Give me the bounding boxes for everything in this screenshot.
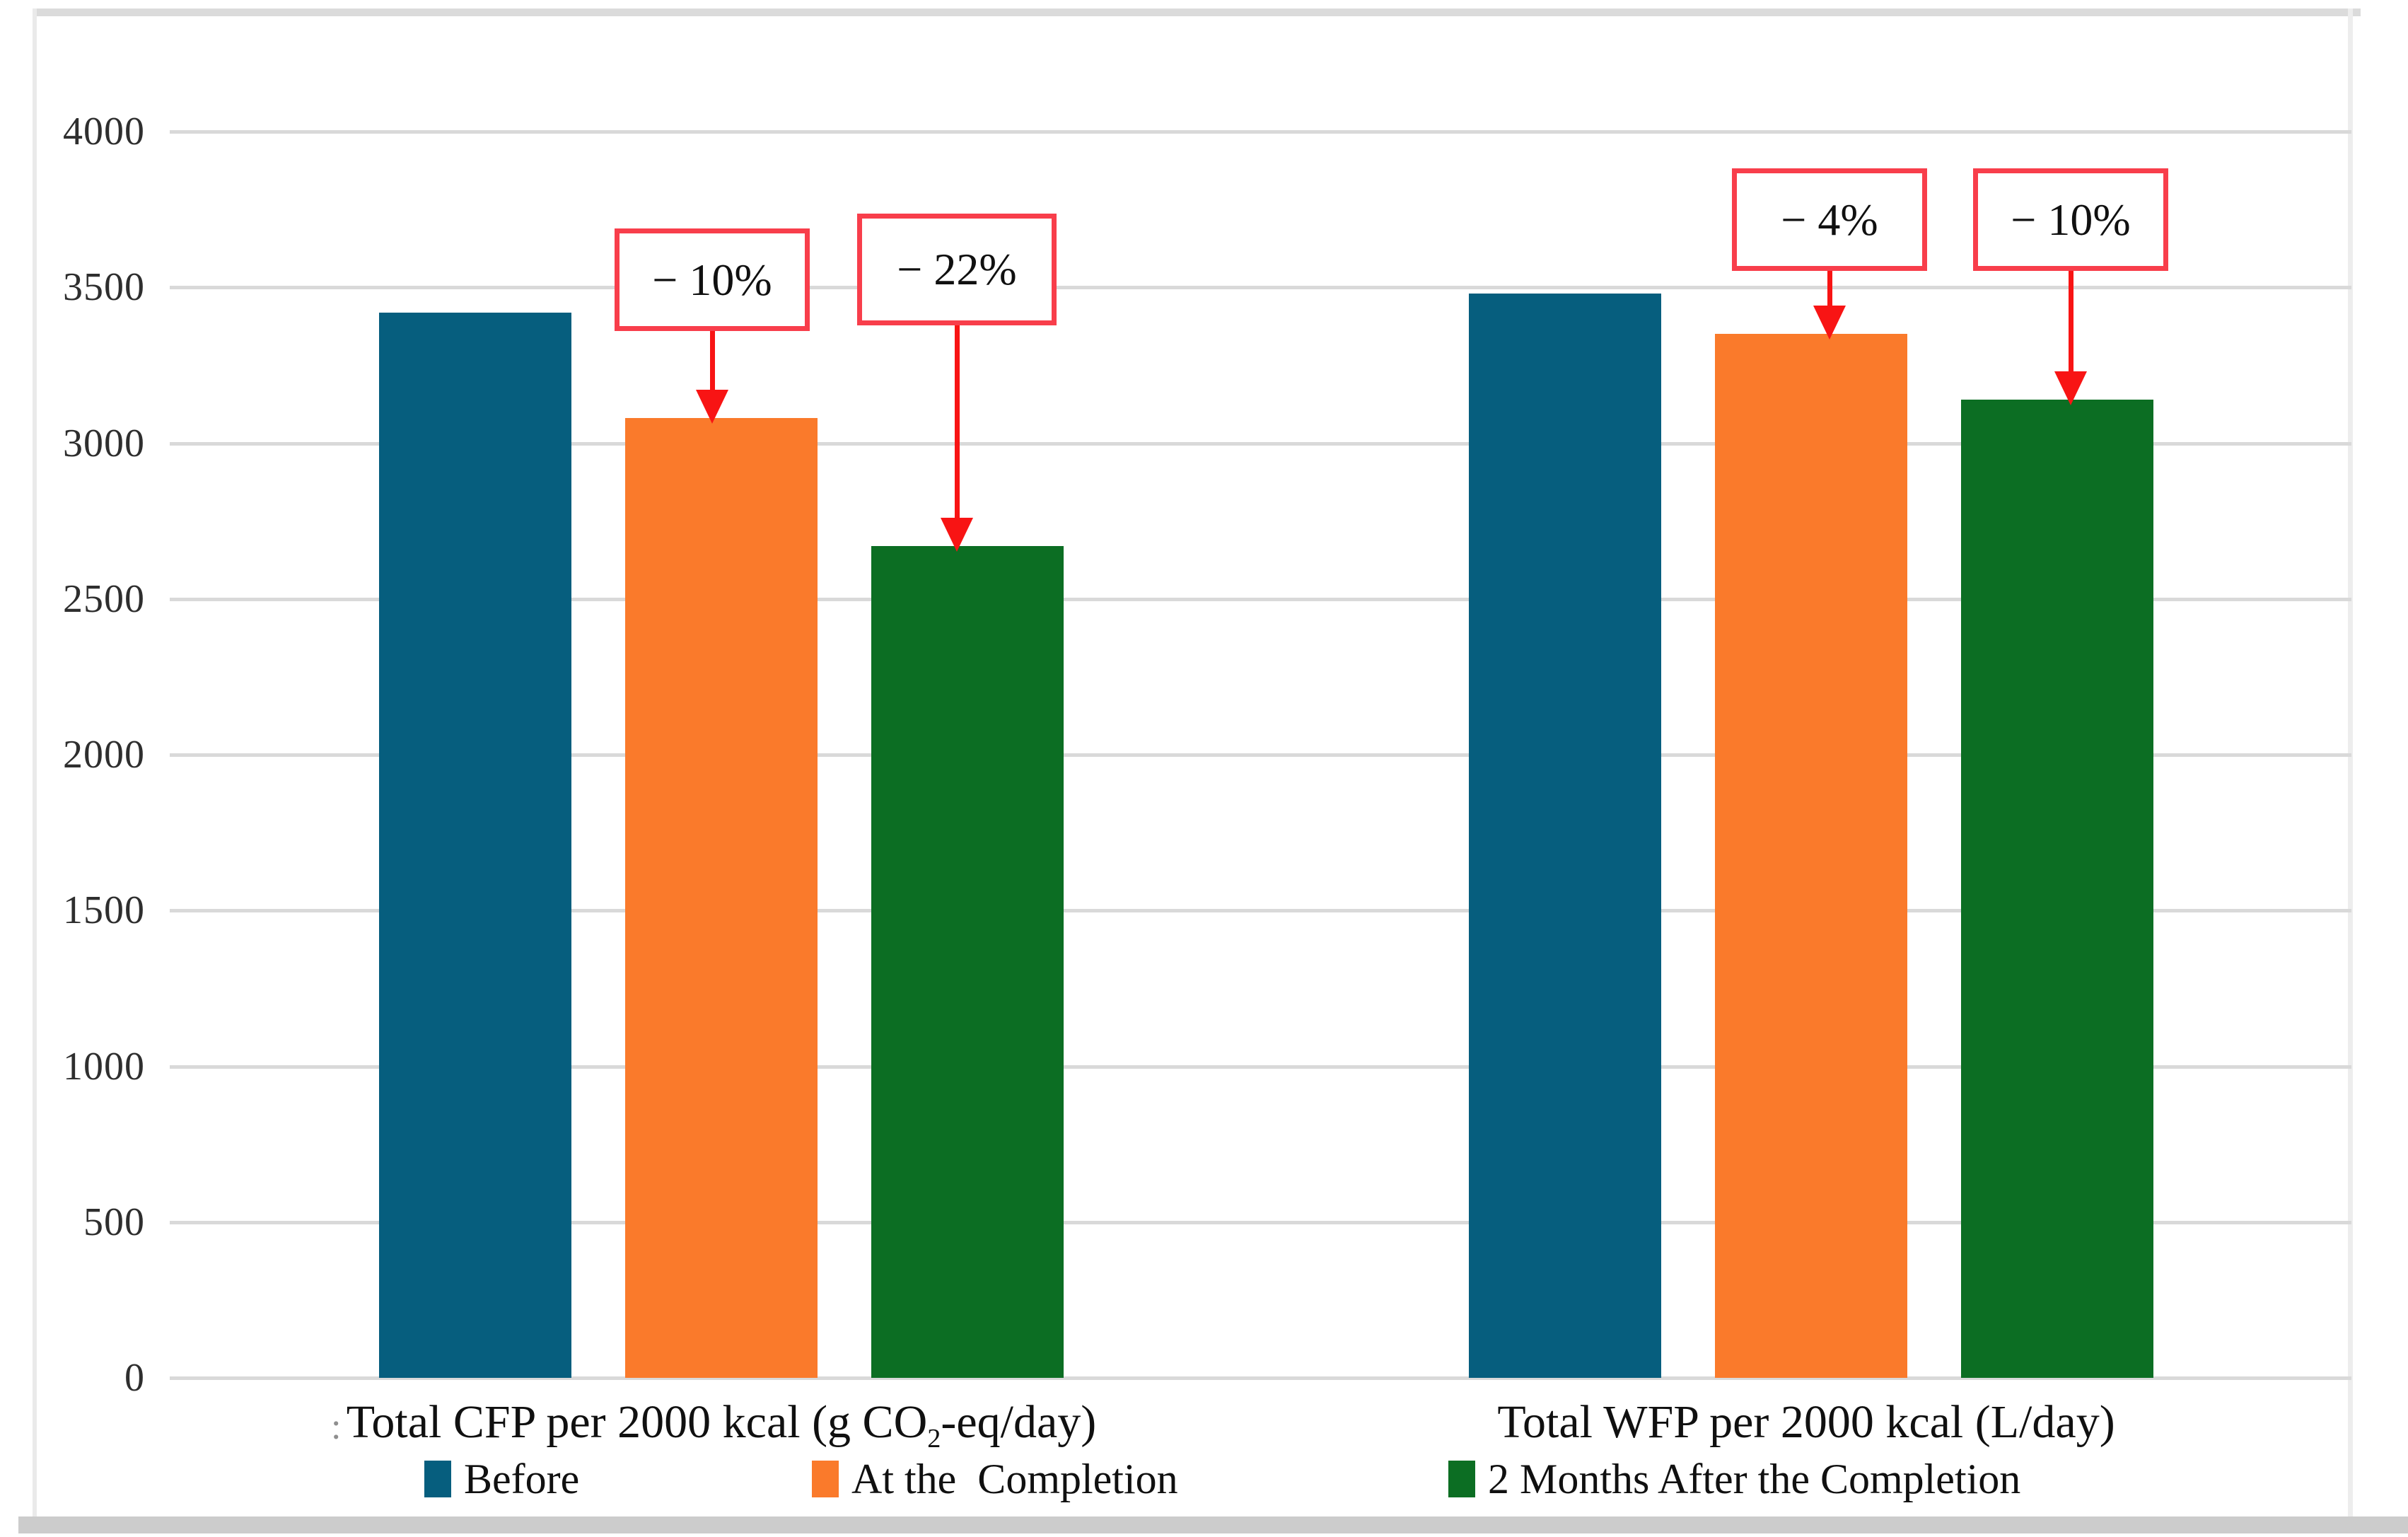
annotation-arrow-head <box>1813 306 1846 340</box>
plot-area <box>170 130 2351 1380</box>
chart-border-top <box>35 8 2361 16</box>
gridline-y-4000 <box>170 130 2351 134</box>
annotation-arrow-head <box>696 390 728 424</box>
bar-2-months-after-the-completion-cat0 <box>871 545 1064 1378</box>
chart-border-bottom <box>18 1516 2408 1533</box>
bar-at-the-completion-cat0 <box>625 418 818 1378</box>
x-axis-label-wfp-text: Total WFP per 2000 kcal (L/day) <box>1497 1396 2115 1448</box>
bar-before-cat1 <box>1469 294 1661 1378</box>
x-axis-label-cfp-unit: -eq/day) <box>941 1396 1097 1448</box>
legend-label-before: Before <box>464 1455 580 1502</box>
y-tick-label-500: 500 <box>83 1200 145 1244</box>
chart-border-right <box>2348 8 2353 1519</box>
annotation-box-−10%: − 10% <box>1973 168 2168 271</box>
gridline-y-3000 <box>170 441 2351 446</box>
annotation-arrow-line <box>710 331 715 396</box>
legend-swatch-2-months-after <box>1448 1461 1475 1497</box>
annotation-box-−22%: − 22% <box>857 214 1057 325</box>
bar-at-the-completion-cat1 <box>1715 334 1907 1378</box>
annotation-arrow-head <box>941 517 973 552</box>
gridline-y-1500 <box>170 909 2351 913</box>
annotation-arrow-line <box>955 325 960 523</box>
y-tick-label-4000: 4000 <box>63 110 145 153</box>
bar-2-months-after-the-completion-cat1 <box>1961 399 2153 1378</box>
annotation-arrow-line <box>2069 271 2073 377</box>
y-tick-label-2500: 2500 <box>63 576 145 621</box>
x-axis-label-cfp: Total CFP per 2000 kcal (g CO2-eq/day) <box>85 1392 1358 1453</box>
gridline-y-2500 <box>170 597 2351 601</box>
y-tick-label-0: 0 <box>124 1356 145 1400</box>
gridline-y-2000 <box>170 753 2351 757</box>
y-tick-label-1000: 1000 <box>63 1044 145 1089</box>
legend-item-before: Before <box>424 1456 579 1502</box>
y-tick-label-3000: 3000 <box>63 421 145 465</box>
legend-item-at-completion: At the Completion <box>812 1456 1178 1502</box>
gridline-y-0 <box>170 1376 2351 1380</box>
bar-before-cat0 <box>379 312 571 1378</box>
legend-label-2-months-after: 2 Months After the Completion <box>1488 1455 2021 1502</box>
gridline-y-3500 <box>170 286 2351 290</box>
legend-swatch-at-completion <box>812 1461 839 1497</box>
y-tick-label-2000: 2000 <box>63 733 145 777</box>
stray-colon-mark: : <box>331 1407 342 1447</box>
legend-label-at-completion: At the Completion <box>851 1455 1178 1502</box>
co2-subscript: 2 <box>927 1424 941 1454</box>
legend-swatch-before <box>424 1461 451 1497</box>
gridline-y-500 <box>170 1220 2351 1224</box>
annotation-arrow-head <box>2054 371 2087 405</box>
gridline-y-1000 <box>170 1065 2351 1069</box>
x-axis-label-cfp-text: Total CFP per 2000 kcal (g CO <box>346 1396 928 1448</box>
y-tick-label-1500: 1500 <box>63 888 145 933</box>
y-tick-label-3500: 3500 <box>63 265 145 310</box>
chart-border-left <box>33 8 37 1519</box>
legend-item-2-months-after: 2 Months After the Completion <box>1448 1456 2020 1502</box>
x-axis-label-wfp: Total WFP per 2000 kcal (L/day) <box>1170 1392 2408 1453</box>
annotation-arrow-line <box>1827 271 1832 312</box>
annotation-box-−10%: − 10% <box>615 228 810 331</box>
annotation-box-−4%: − 4% <box>1732 168 1927 271</box>
